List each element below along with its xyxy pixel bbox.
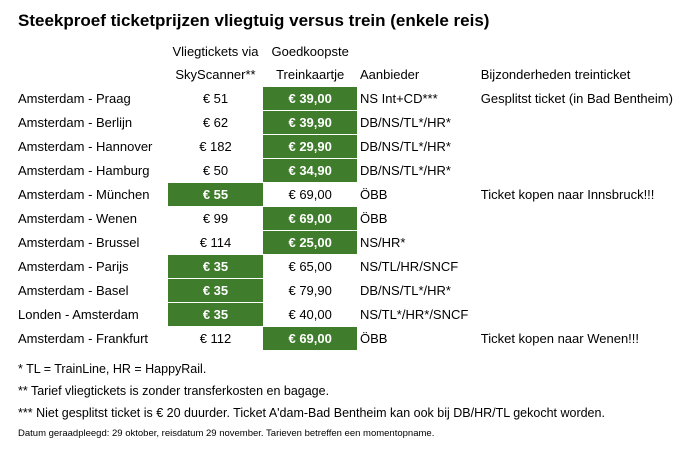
train-price-cell: € 69,00 (263, 206, 357, 231)
table-row: Amsterdam - Brussel € 114 € 25,00 NS/HR* (15, 230, 673, 255)
note-cell (477, 231, 673, 255)
footnote-3: *** Niet gesplitst ticket is € 20 duurde… (18, 406, 605, 420)
flight-price-cell: € 55 (167, 182, 264, 207)
note-cell: Ticket kopen naar Innsbruck!!! (480, 187, 655, 202)
note-cell: Gesplitst ticket (in Bad Bentheim) (480, 91, 673, 106)
route-cell: Amsterdam - Praag (18, 91, 131, 106)
header-flight-line2: SkyScanner** (175, 67, 256, 83)
route-cell: Amsterdam - Hannover (18, 139, 153, 154)
route-cell: Amsterdam - München (18, 187, 150, 202)
provider-cell: ÖBB (359, 331, 388, 346)
provider-cell: DB/NS/TL*/HR* (359, 139, 451, 154)
flight-price-cell: € 62 (202, 115, 229, 130)
train-price-cell: € 25,00 (263, 230, 357, 255)
table-row: Amsterdam - Parijs € 35 € 65,00 NS/TL/HR/SN… (15, 254, 673, 279)
route-cell: Amsterdam - Wenen (18, 211, 137, 226)
train-price-cell: € 39,00 (263, 86, 357, 111)
note-cell (477, 279, 673, 303)
flight-price-cell: € 51 (202, 91, 229, 106)
flight-price-cell: € 35 (167, 254, 264, 279)
train-price-cell: € 39,90 (263, 110, 357, 135)
train-price-cell: € 34,90 (263, 158, 357, 183)
route-cell: Amsterdam - Parijs (18, 259, 129, 274)
provider-cell: DB/NS/TL*/HR* (359, 283, 451, 298)
provider-cell: DB/NS/TL*/HR* (359, 115, 451, 130)
route-cell: Amsterdam - Berlijn (18, 115, 133, 130)
footnote-1: * TL = TrainLine, HR = HappyRail. (18, 362, 207, 376)
provider-cell: NS Int+CD*** (359, 91, 438, 106)
note-cell (477, 111, 673, 135)
route-cell: Amsterdam - Basel (18, 283, 129, 298)
source-note: Datum geraadpleegd: 29 oktober, reisdatu… (18, 428, 435, 439)
flight-price-cell: € 182 (199, 139, 232, 154)
table-row: Amsterdam - München € 55 € 69,00 ÖBB Ticket … (15, 182, 673, 207)
header-train-line1: Goedkoopste (271, 44, 349, 59)
footnotes: * TL = TrainLine, HR = HappyRail. ** Tar… (18, 358, 605, 424)
provider-cell: NS/HR* (359, 235, 406, 250)
table-row: Amsterdam - Wenen € 99 € 69,00 ÖBB (15, 206, 673, 231)
train-price-cell: € 79,90 (288, 283, 332, 298)
provider-cell: DB/NS/TL*/HR* (359, 163, 451, 178)
flight-price-cell: € 35 (167, 302, 264, 327)
route-cell: Londen - Amsterdam (18, 307, 139, 322)
page-title: Steekproef ticketprijzen vliegtuig versu… (18, 11, 490, 30)
note-cell: Ticket kopen naar Wenen!!! (480, 331, 640, 346)
table-body: Amsterdam - Praag € 51 € 39,00 NS Int+CD***… (15, 86, 673, 351)
table-row: Amsterdam - Hamburg € 50 € 34,90 DB/NS/TL*/… (15, 158, 673, 183)
note-cell (477, 159, 673, 183)
footnote-2: ** Tarief vliegtickets is zonder transfe… (18, 384, 330, 398)
provider-cell: ÖBB (359, 211, 388, 226)
train-price-cell: € 69,00 (263, 326, 357, 351)
table-row: Amsterdam - Hannover € 182 € 29,90 DB/NS/TL… (15, 134, 673, 159)
flight-price-cell: € 50 (202, 162, 229, 178)
flight-price-cell: € 35 (167, 278, 264, 303)
flight-price-cell: € 112 (199, 331, 232, 347)
table-row: Amsterdam - Praag € 51 € 39,00 NS Int+CD***… (15, 86, 673, 111)
header-train-line2: Treinkaartje (276, 67, 345, 82)
header-flight-line1: Vliegtickets via (172, 44, 259, 59)
note-cell (477, 135, 673, 159)
provider-cell: NS/TL/HR/SNCF (359, 259, 459, 274)
table-row: Londen - Amsterdam € 35 € 40,00 NS/TL*/HR*/… (15, 302, 673, 327)
table-row: Amsterdam - Frankfurt € 112 € 69,00 ÖBB Tick… (15, 326, 673, 351)
route-cell: Amsterdam - Hamburg (18, 163, 150, 178)
note-cell (477, 255, 673, 279)
route-cell: Amsterdam - Brussel (18, 235, 140, 250)
note-cell (477, 207, 673, 231)
table-row: Amsterdam - Basel € 35 € 79,90 DB/NS/TL*/HR… (15, 278, 673, 303)
table-row: Amsterdam - Berlijn € 62 € 39,90 DB/NS/TL*/… (15, 110, 673, 135)
provider-cell: NS/TL*/HR*/SNCF (359, 307, 469, 322)
train-price-cell: € 69,00 (288, 187, 332, 202)
train-price-cell: € 29,90 (263, 134, 357, 159)
header-note: Bijzonderheden treinticket (480, 67, 631, 83)
flight-price-cell: € 99 (202, 211, 229, 227)
route-cell: Amsterdam - Frankfurt (18, 331, 149, 346)
header-provider: Aanbieder (359, 67, 420, 83)
train-price-cell: € 65,00 (288, 259, 332, 275)
train-price-cell: € 40,00 (288, 306, 332, 322)
note-cell (477, 303, 673, 327)
header-route (15, 40, 168, 63)
provider-cell: ÖBB (359, 187, 388, 202)
flight-price-cell: € 114 (199, 234, 232, 250)
table-header: Vliegtickets via Goedkoopste SkyScanner*… (15, 40, 673, 87)
price-table: Vliegtickets via Goedkoopste SkyScanner*… (15, 40, 673, 351)
